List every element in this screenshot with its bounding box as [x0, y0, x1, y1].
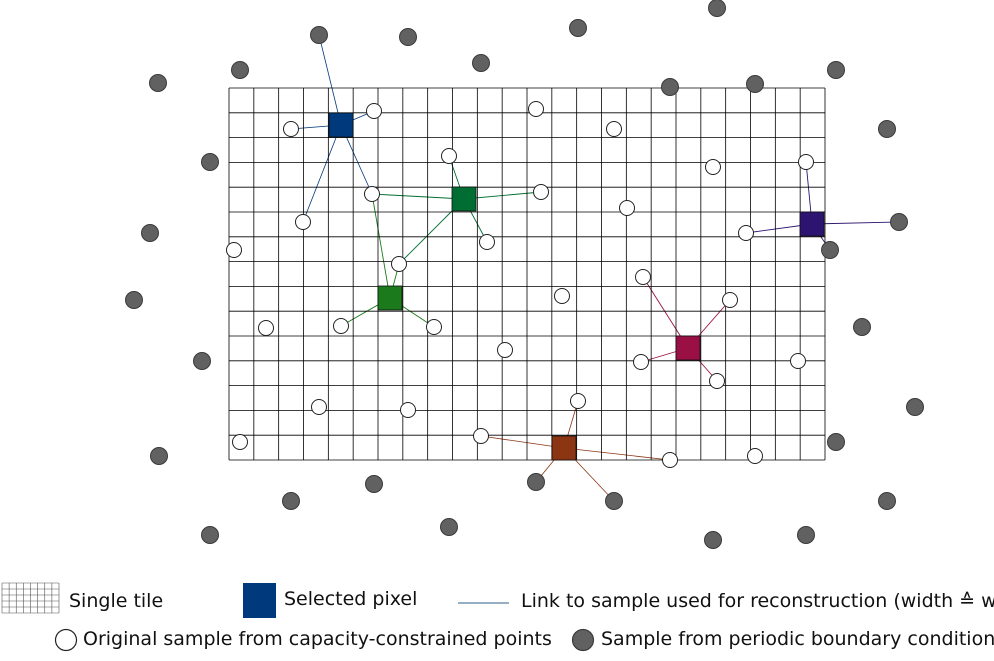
original-sample — [311, 399, 327, 415]
pbc-sample — [605, 492, 623, 510]
pbc-sample — [661, 78, 679, 96]
original-sample — [554, 288, 570, 304]
original-sample — [722, 292, 738, 308]
selected-pixel — [377, 285, 403, 311]
reconstruction-link — [371, 193, 465, 200]
reconstruction-link — [480, 435, 565, 449]
original-sample — [333, 318, 349, 334]
samples — [125, 0, 924, 549]
original-sample — [606, 121, 622, 137]
pbc-sample — [399, 28, 417, 46]
original-sample — [441, 148, 457, 164]
pbc-sample — [365, 475, 383, 493]
original-sample — [232, 434, 248, 450]
pbc-sample — [310, 26, 328, 44]
pbc-sample — [827, 433, 845, 451]
original-sample — [705, 159, 721, 175]
original-sample — [798, 154, 814, 170]
pbc-sample — [141, 224, 159, 242]
pbc-sample — [827, 61, 845, 79]
legend-single-tile-label: Single tile — [69, 590, 164, 612]
pbc-sample — [890, 213, 908, 231]
selected-pixel — [799, 211, 825, 237]
legend-selected-pixel-icon — [243, 583, 276, 618]
original-sample — [709, 373, 725, 389]
pbc-sample — [149, 74, 167, 92]
original-sample — [528, 101, 544, 117]
original-sample — [497, 342, 513, 358]
original-sample — [391, 256, 407, 272]
pbc-sample — [472, 54, 490, 72]
pbc-sample — [440, 518, 458, 536]
selected-pixels — [328, 112, 825, 461]
pbc-sample — [853, 318, 871, 336]
original-sample — [619, 200, 635, 216]
legend-pbc-sample-label: Sample from periodic boundary conditions — [601, 628, 994, 650]
selected-pixel — [675, 335, 701, 361]
pbc-sample — [150, 447, 168, 465]
reconstruction-links — [290, 34, 900, 502]
legend-single-tile-icon — [1, 582, 60, 614]
pbc-sample — [282, 492, 300, 510]
pbc-sample — [704, 531, 722, 549]
pbc-sample — [201, 526, 219, 544]
reconstruction-link — [811, 221, 900, 225]
original-sample — [366, 103, 382, 119]
selected-pixel — [328, 112, 354, 138]
original-sample — [790, 353, 806, 369]
single-tile-grid — [228, 87, 826, 461]
pbc-sample — [797, 526, 815, 544]
legend-original-sample-icon — [54, 628, 78, 652]
original-sample — [226, 242, 242, 258]
original-sample — [747, 448, 763, 464]
pbc-sample — [821, 241, 839, 259]
pbc-sample — [906, 398, 924, 416]
legend-graphics — [1, 582, 595, 652]
selected-pixel — [451, 186, 477, 212]
original-sample — [364, 186, 380, 202]
pbc-sample — [708, 0, 726, 17]
original-sample — [479, 234, 495, 250]
pbc-sample — [193, 352, 211, 370]
pbc-sample — [125, 291, 143, 309]
original-sample — [635, 269, 651, 285]
original-sample — [295, 214, 311, 230]
pbc-sample — [527, 473, 545, 491]
original-sample — [533, 184, 549, 200]
reconstruction-link — [302, 124, 342, 223]
legend-link-label: Link to sample used for reconstruction (… — [521, 590, 994, 612]
pbc-sample — [231, 61, 249, 79]
reconstruction-link — [371, 193, 391, 299]
selected-pixel — [551, 435, 577, 461]
pbc-sample — [878, 120, 896, 138]
original-sample — [633, 354, 649, 370]
legend-original-sample-label: Original sample from capacity-constraine… — [83, 628, 552, 650]
legend-pbc-sample-icon — [571, 628, 595, 652]
pbc-sample — [201, 153, 219, 171]
pbc-sample — [746, 75, 764, 93]
reconstruction-link — [563, 447, 671, 461]
original-sample — [400, 402, 416, 418]
reconstruction-link — [318, 34, 342, 126]
pbc-sample — [878, 492, 896, 510]
legend-selected-pixel-label: Selected pixel — [284, 588, 418, 610]
original-sample — [258, 320, 274, 336]
original-sample — [283, 121, 299, 137]
original-sample — [738, 225, 754, 241]
original-sample — [473, 428, 489, 444]
original-sample — [662, 452, 678, 468]
original-sample — [570, 393, 586, 409]
original-sample — [426, 319, 442, 335]
pbc-sample — [569, 19, 587, 37]
